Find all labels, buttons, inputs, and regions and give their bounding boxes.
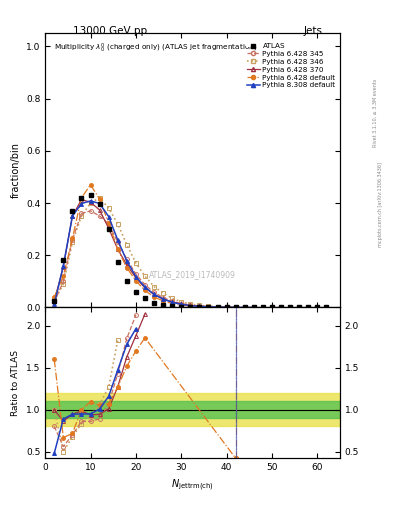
Y-axis label: fraction/bin: fraction/bin <box>10 142 20 198</box>
Text: ATLAS_2019_I1740909: ATLAS_2019_I1740909 <box>149 270 236 279</box>
Text: 13000 GeV pp: 13000 GeV pp <box>73 26 147 36</box>
Text: Multiplicity $\lambda_0^0$ (charged only) (ATLAS jet fragmentation): Multiplicity $\lambda_0^0$ (charged only… <box>54 41 257 55</box>
Y-axis label: Ratio to ATLAS: Ratio to ATLAS <box>11 350 20 416</box>
X-axis label: $N_{\mathrm{jettrm(ch)}}$: $N_{\mathrm{jettrm(ch)}}$ <box>171 478 214 493</box>
Text: Jets: Jets <box>303 26 322 36</box>
Text: Rivet 3.1.10, ≥ 3.3M events: Rivet 3.1.10, ≥ 3.3M events <box>373 78 378 147</box>
Text: mcplots.cern.ch [arXiv:1306.3436]: mcplots.cern.ch [arXiv:1306.3436] <box>378 162 383 247</box>
Legend: ATLAS, Pythia 6.428 345, Pythia 6.428 346, Pythia 6.428 370, Pythia 6.428 defaul: ATLAS, Pythia 6.428 345, Pythia 6.428 34… <box>246 42 336 89</box>
